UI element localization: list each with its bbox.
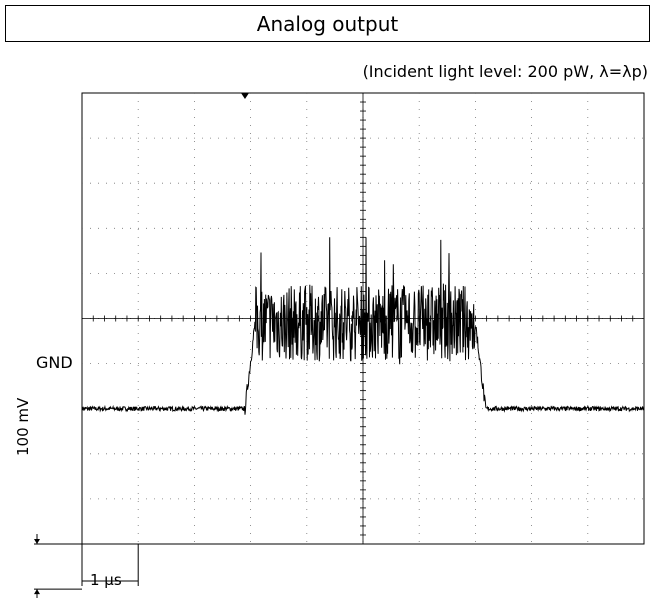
vscale-arrowhead-top bbox=[34, 539, 40, 544]
scale-bars bbox=[34, 534, 139, 598]
chart-subtitle: (Incident light level: 200 pW, λ=λp) bbox=[362, 62, 648, 81]
chart-title: Analog output bbox=[5, 5, 650, 42]
trigger-marker bbox=[240, 93, 249, 99]
vscale-arrowhead-bottom bbox=[34, 589, 40, 595]
chart-title-text: Analog output bbox=[256, 11, 399, 36]
gnd-label: GND bbox=[36, 353, 73, 372]
voltage-scale-label: 100 mV bbox=[14, 397, 32, 456]
time-scale-label: 1 μs bbox=[90, 571, 122, 589]
signal-trace bbox=[81, 237, 645, 415]
